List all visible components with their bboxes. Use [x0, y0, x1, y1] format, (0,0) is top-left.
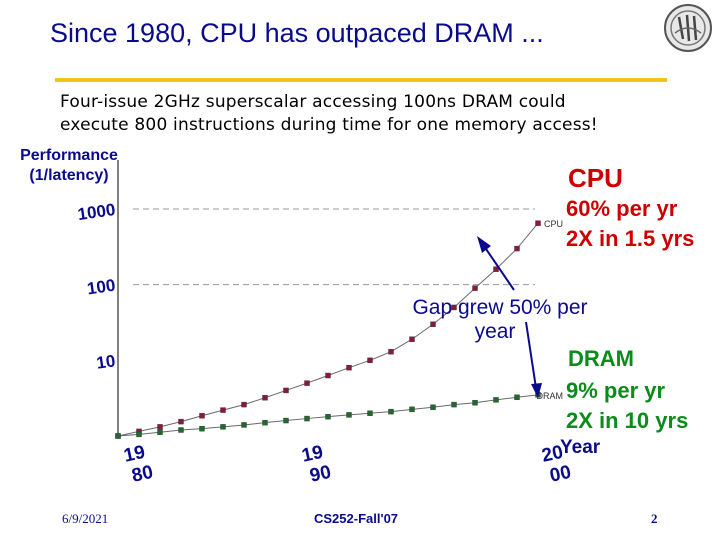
slide-title: Since 1980, CPU has outpaced DRAM ...: [50, 18, 544, 48]
x-tick-label: 90: [308, 462, 333, 487]
dram-data-point: [136, 431, 142, 438]
cpu-data-point: [493, 266, 499, 272]
dram-data-point: [388, 408, 394, 415]
y-axis-label: Performance (1/latency): [10, 146, 128, 186]
gap-arrow-line-lower: [525, 321, 537, 389]
dram-data-point: [367, 410, 373, 416]
cpu-data-point: [409, 336, 415, 342]
cpu-data-point: [283, 387, 289, 394]
y-axis-label-line-1: Performance: [20, 147, 118, 164]
title-underline: [55, 78, 667, 82]
dram-data-point: [430, 404, 436, 410]
dram-annotation-title: DRAM: [568, 346, 634, 371]
gap-arrow-head: [477, 236, 491, 253]
university-seal-icon: [664, 4, 712, 52]
cpu-data-point: [451, 304, 457, 311]
y-tick-label: 100: [86, 276, 117, 299]
dram-data-point: [115, 433, 121, 439]
dram-data-point: [178, 427, 184, 433]
dram-data-point: [220, 424, 226, 430]
x-tick-label: 00: [548, 462, 573, 487]
dram-data-point: [283, 417, 289, 424]
gap-annotation-line-2: year: [474, 320, 516, 343]
footer-date: 6/9/2021: [62, 511, 109, 526]
dram-data-point: [346, 412, 352, 418]
cpu-doubling-time: 2X in 1.5 yrs: [566, 226, 695, 251]
cpu-series-label: CPU: [544, 219, 563, 229]
cpu-growth-rate: 60% per yr: [566, 196, 678, 221]
dram-data-point: [304, 415, 310, 422]
dram-data-point: [199, 425, 205, 432]
dram-data-point: [451, 401, 457, 408]
x-tick-label: 19: [300, 442, 325, 467]
dram-data-point: [241, 422, 247, 428]
cpu-data-point: [535, 220, 541, 226]
dram-data-point: [493, 397, 499, 403]
cpu-data-point: [514, 245, 520, 252]
cpu-data-point: [346, 364, 352, 371]
dram-data-point: [409, 406, 415, 413]
dram-data-point: [262, 419, 268, 426]
dram-data-point: [325, 413, 331, 420]
gap-arrow-head-lower: [531, 383, 542, 398]
y-tick-label: 10: [95, 351, 116, 372]
dram-data-point: [514, 394, 520, 400]
cpu-data-point: [388, 349, 394, 355]
dram-data-point: [157, 429, 163, 435]
gap-annotation-line-1: Gap grew 50% per: [412, 296, 588, 319]
cpu-data-point: [262, 395, 268, 401]
cpu-data-point: [304, 380, 310, 386]
gap-arrow-line: [483, 245, 515, 291]
cpu-data-point: [220, 407, 226, 413]
x-tick-label: 20: [540, 442, 565, 467]
cpu-data-point: [241, 401, 247, 408]
x-tick-label: 19: [122, 442, 147, 467]
cpu-data-point: [325, 372, 331, 379]
cpu-annotation-title: CPU: [568, 163, 623, 193]
footer-page-number: 2: [651, 511, 658, 526]
dram-series-label: DRAM: [537, 391, 564, 401]
subtitle-line-1: Four-issue 2GHz superscalar accessing 10…: [60, 92, 566, 112]
cpu-data-point: [367, 357, 373, 364]
dram-data-point: [472, 400, 478, 406]
x-axis-label: Year: [560, 437, 601, 458]
cpu-data-point: [157, 424, 163, 430]
y-tick-label: 1000: [76, 200, 116, 224]
dram-growth-rate: 9% per yr: [566, 378, 666, 403]
cpu-data-point: [430, 321, 436, 327]
x-tick-label: 80: [130, 462, 155, 487]
cpu-data-point: [178, 418, 184, 425]
cpu-data-point: [199, 413, 205, 419]
y-axis-label-line-2: (1/latency): [29, 167, 109, 184]
subtitle-line-2: execute 800 instructions during time for…: [60, 115, 598, 135]
cpu-data-point: [472, 285, 478, 291]
dram-doubling-time: 2X in 10 yrs: [566, 408, 689, 433]
footer-course: CS252-Fall'07: [314, 511, 399, 526]
